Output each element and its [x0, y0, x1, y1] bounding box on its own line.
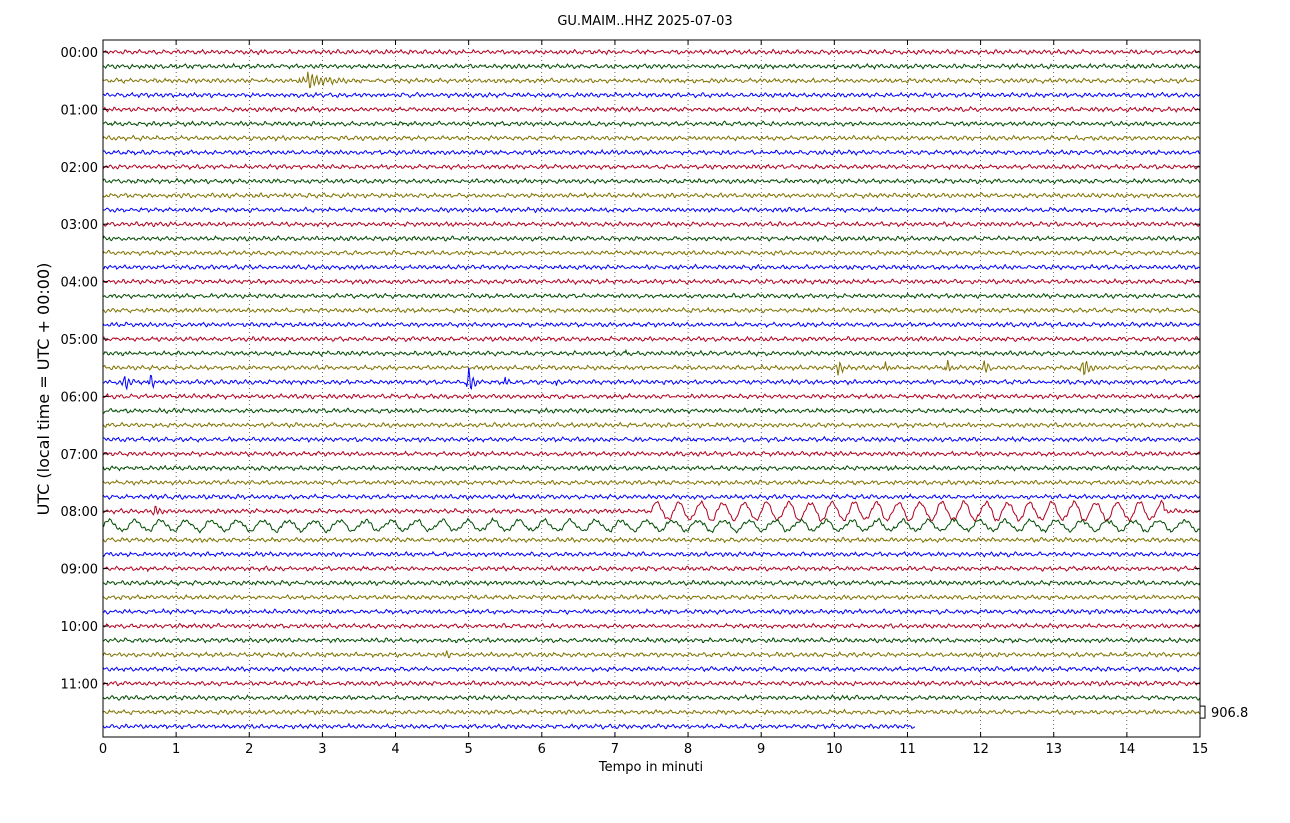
x-tick-label: 13 — [1045, 742, 1062, 757]
x-tick-label: 8 — [684, 742, 692, 757]
y-tick-label: 09:00 — [61, 563, 98, 578]
x-tick-label: 5 — [465, 742, 473, 757]
x-tick-label: 14 — [1119, 742, 1136, 757]
trace-row — [102, 48, 1201, 56]
y-tick-label: 02:00 — [61, 161, 98, 176]
chart-title: GU.MAIM..HHZ 2025-07-03 — [557, 14, 732, 29]
trace-row — [102, 421, 1201, 429]
trace-row — [102, 708, 1201, 716]
trace-row — [102, 367, 1201, 391]
trace-row — [102, 464, 1201, 472]
trace-row — [102, 594, 1201, 601]
y-tick-label: 00:00 — [61, 46, 98, 61]
scale-bar — [1199, 705, 1206, 719]
y-axis-label: UTC (local time = UTC + 00:00) — [34, 263, 53, 516]
trace-row — [102, 220, 1201, 228]
trace-row — [102, 493, 1201, 501]
x-tick-label: 10 — [826, 742, 843, 757]
trace-row — [102, 306, 1201, 314]
x-tick-label: 0 — [99, 742, 107, 757]
y-tick-label: 11:00 — [61, 677, 98, 692]
trace-row — [102, 435, 1201, 444]
trace-row — [102, 62, 1201, 70]
trace-row — [102, 608, 1201, 616]
trace-row — [102, 278, 1201, 286]
y-tick-label: 06:00 — [61, 390, 98, 405]
x-tick-label: 3 — [318, 742, 326, 757]
trace-row — [102, 650, 1201, 659]
trace-row — [102, 191, 1201, 199]
trace-row — [102, 536, 1201, 544]
trace-row — [102, 206, 1201, 214]
y-tick-label: 03:00 — [61, 218, 98, 233]
trace-row — [103, 359, 1201, 376]
y-tick-label: 07:00 — [61, 448, 98, 463]
x-tick-label: 2 — [245, 742, 253, 757]
y-tick-label: 05:00 — [61, 333, 98, 348]
x-tick-label: 9 — [757, 742, 765, 757]
trace-row — [102, 105, 1201, 113]
trace-row — [102, 177, 1201, 185]
trace-row — [102, 622, 1201, 630]
trace-row — [102, 722, 916, 730]
trace-row — [102, 407, 1201, 415]
x-axis-label: Tempo in minuti — [598, 760, 703, 775]
y-tick-label: 04:00 — [61, 276, 98, 291]
trace-row — [102, 321, 1201, 329]
x-tick-label: 4 — [391, 742, 399, 757]
trace-row — [102, 450, 1201, 458]
y-tick-label: 10:00 — [61, 620, 98, 635]
trace-row — [102, 134, 1201, 142]
trace-row — [102, 550, 1201, 558]
x-tick-label: 6 — [538, 742, 546, 757]
plot-frame — [102, 39, 1201, 738]
scale-label: 906.8 — [1211, 706, 1248, 721]
x-tick-label: 7 — [611, 742, 619, 757]
trace-row — [102, 163, 1201, 171]
trace-row — [102, 91, 1201, 99]
trace-row — [102, 148, 1201, 157]
trace-group — [102, 48, 1201, 730]
grid-lines — [175, 40, 1128, 737]
x-tick-label: 1 — [172, 742, 180, 757]
x-tick-label: 11 — [899, 742, 916, 757]
trace-row — [102, 579, 1201, 587]
trace-row — [102, 516, 1201, 534]
trace-row — [102, 348, 1201, 357]
trace-row — [102, 71, 1201, 89]
trace-row — [102, 335, 1201, 343]
trace-row — [102, 679, 1201, 687]
trace-row — [103, 636, 1201, 644]
y-tick-label: 01:00 — [61, 103, 98, 118]
scale-indicator: 906.8 — [1199, 705, 1248, 721]
axis-ticks: 0 1 2 3 4 5 6 7 8 9 10 11 12 13 14 1500:0001:0002:0003:… — [61, 40, 1209, 757]
x-tick-label: 12 — [972, 742, 989, 757]
trace-row — [102, 665, 1201, 673]
trace-row — [102, 263, 1201, 271]
trace-row — [102, 392, 1201, 401]
trace-row — [102, 292, 1201, 300]
y-tick-label: 08:00 — [61, 505, 98, 520]
trace-row — [102, 120, 1201, 128]
trace-row — [102, 694, 1201, 702]
trace-row — [102, 478, 1201, 487]
trace-row — [102, 249, 1201, 257]
trace-row — [102, 499, 1201, 523]
trace-row — [102, 565, 1201, 573]
x-tick-label: 15 — [1192, 742, 1209, 757]
trace-row — [102, 234, 1201, 243]
